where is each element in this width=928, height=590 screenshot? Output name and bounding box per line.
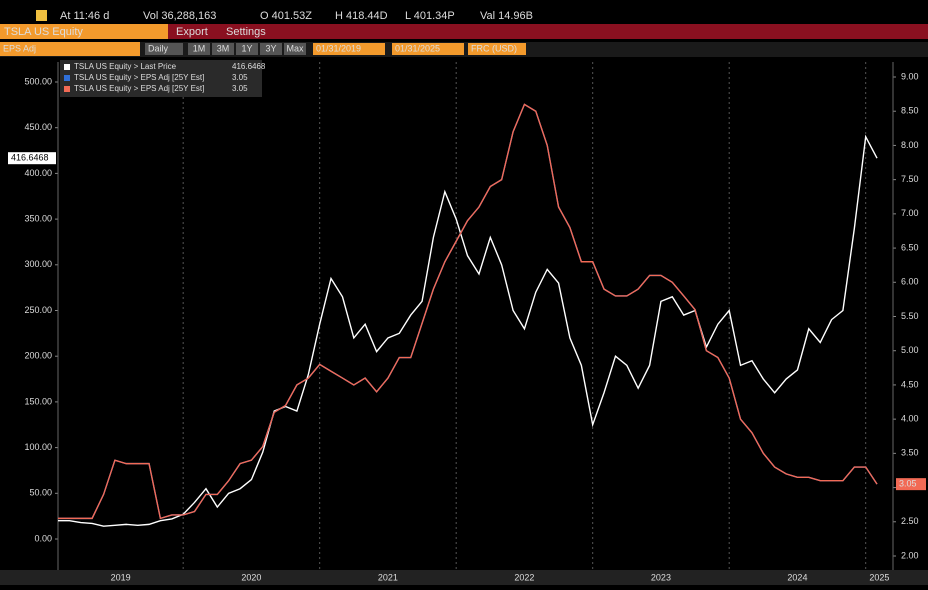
y2-tick-label: 9.00 [901,71,919,81]
quote-low: L 401.34P [405,10,455,22]
range-label: 1M [193,43,206,53]
range-button[interactable] [188,43,210,55]
legend-swatch [64,64,70,70]
y2-tick-label: 4.00 [901,414,919,424]
y-tick-label: 150.00 [24,396,52,406]
value-tag-label: 3.05 [899,479,917,489]
y2-tick-label: 3.50 [901,448,919,458]
field: EPS Adj [3,43,36,53]
x-tick-label: 2024 [787,572,807,582]
range-button[interactable] [236,43,258,55]
legend-value: 3.05 [232,73,248,82]
legend-label: TSLA US Equity > EPS Adj [25Y Est] [74,84,204,93]
quote-time: At 11:46 d [60,10,109,22]
y2-tick-label: 7.50 [901,174,919,184]
legend-label: TSLA US Equity > EPS Adj [25Y Est] [74,73,204,82]
y2-tick-label: 7.00 [901,208,919,218]
quote-row: At 11:46 d Vol 36,288,163 O 401.53Z H 41… [0,0,928,57]
y-tick-label: 200.00 [24,351,52,361]
range-button[interactable] [260,43,282,55]
legend-value: 416.6468 [232,62,266,71]
line-series [58,103,878,520]
y2-tick-label: 2.50 [901,516,919,526]
start-date: 01/31/2019 [316,43,361,53]
y2-tick-label: 8.00 [901,140,919,150]
y-tick-label: 350.00 [24,213,52,223]
security: TSLA US Equity [4,26,83,38]
security-box[interactable] [0,24,168,39]
range-button[interactable] [212,43,234,55]
y2-tick-label: 6.50 [901,242,919,252]
y-tick-label: 500.00 [24,76,52,86]
header-bar [0,24,928,39]
y-tick-label: 250.00 [24,305,52,315]
line-series [58,134,878,527]
frequency-box[interactable] [145,43,183,55]
currency: FRC (USD) [471,43,517,53]
range-label: 3Y [265,43,276,53]
value-tag [896,478,926,491]
x-tick-label: 2021 [378,572,398,582]
legend-value: 3.05 [232,84,248,93]
quote-high: H 418.44D [335,10,388,22]
field-box[interactable] [0,42,140,56]
range-label: Max [286,43,304,53]
icon [36,10,47,21]
x-tick-label: 2019 [111,572,131,582]
y2-tick-label: 5.50 [901,311,919,321]
y-tick-label: 300.00 [24,259,52,269]
range-button[interactable] [284,43,306,55]
quote-open: O 401.53Z [260,10,312,22]
frequency: Daily [148,43,169,53]
line-series [58,103,878,520]
x-tick-label: 2022 [514,572,534,582]
y2-tick-label: 8.50 [901,106,919,116]
quote-bg [0,0,928,23]
x-tick-label: 2025 [869,572,889,582]
y2-tick-label: 4.50 [901,379,919,389]
start-box[interactable] [313,43,385,55]
end-box[interactable] [392,43,464,55]
legend-swatch [64,75,70,81]
quote-value: Val 14.96B [480,10,533,22]
y-tick-label: 50.00 [29,488,52,498]
value-tag [8,152,56,165]
y2-tick-label: 5.00 [901,345,919,355]
x-tick-label: 2023 [651,572,671,582]
quote-volume: Vol 36,288,163 [143,10,216,22]
legend-label: TSLA US Equity > Last Price [74,62,177,71]
menu-item[interactable]: Settings [226,26,266,38]
x-axis-bar [0,570,928,585]
y2-tick-label: 2.00 [901,550,919,560]
legend [60,60,262,97]
y-tick-label: 400.00 [24,168,52,178]
range-label: 1Y [241,43,252,53]
x-tick-label: 2020 [241,572,261,582]
y-tick-label: 450.00 [24,122,52,132]
y-tick-label: 100.00 [24,442,52,452]
menu-item[interactable]: Export [176,26,208,38]
value-tag-label: 416.6468 [11,153,49,163]
y2-tick-label: 6.00 [901,277,919,287]
y-tick-label: 0.00 [34,533,52,543]
end-date: 01/31/2025 [395,43,440,53]
range-label: 3M [217,43,230,53]
legend-swatch [64,86,70,92]
currency-box[interactable] [468,43,526,55]
